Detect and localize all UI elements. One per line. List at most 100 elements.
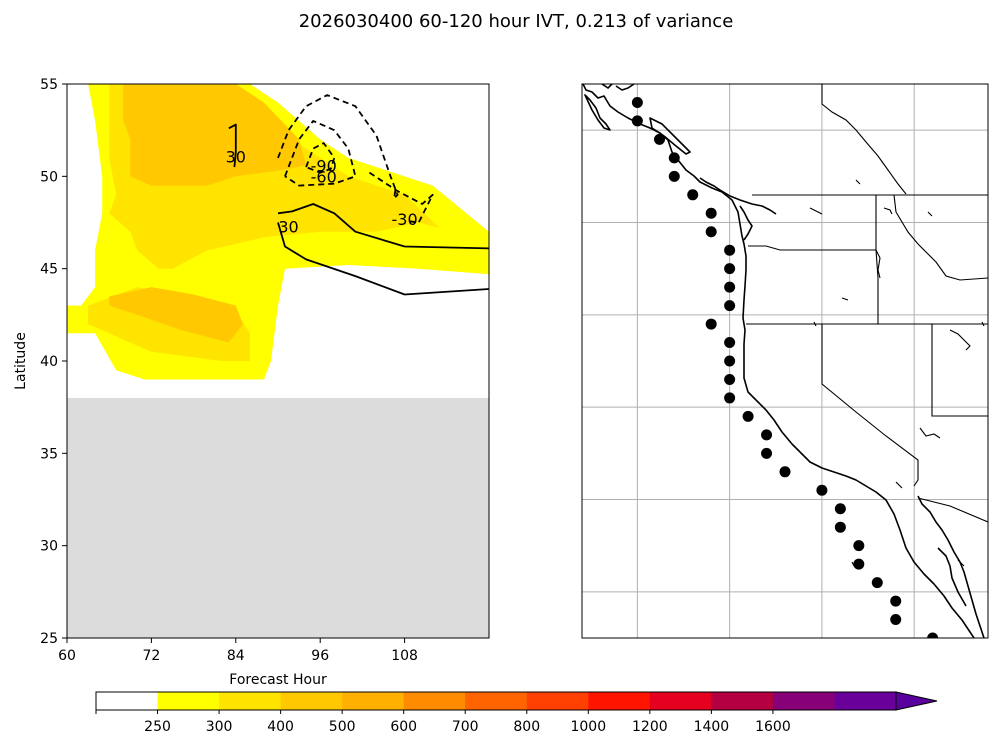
coastal-point-4 — [668, 170, 680, 182]
contour-pos30-4-0 — [228, 123, 237, 168]
coastal-point-30 — [927, 651, 938, 662]
contour-label-2: -60 — [311, 168, 337, 187]
ivt-fill-400-0 — [123, 84, 307, 186]
y-tick-label-50: 50 — [40, 169, 58, 185]
colorbar-tick-label-1200: 1200 — [632, 719, 668, 735]
y-tick-label-30: 30 — [40, 539, 58, 555]
haida-gwaii — [584, 94, 611, 131]
salton-colorado — [851, 427, 965, 567]
us-mexico-border — [917, 497, 988, 523]
map-frame — [581, 83, 989, 639]
coastal-point-28 — [890, 614, 902, 626]
coastal-point-29 — [927, 632, 939, 638]
coastal-point-2 — [654, 133, 666, 145]
coastal-point-18 — [761, 429, 773, 441]
or-wa-border — [748, 245, 881, 279]
lake-outline-2 — [813, 297, 985, 351]
colorbar-tick-label-1400: 1400 — [694, 719, 730, 735]
y-tick-label-55: 55 — [40, 77, 58, 93]
colorbar-segment-3 — [280, 692, 343, 710]
vancouver-island — [649, 117, 691, 155]
colorbar: 250 300 400 500 600 700 800 1000 1200 1400 1600 — [95, 691, 938, 735]
ca-nv-border — [821, 324, 919, 487]
y-tick-label-25: 25 — [40, 631, 58, 647]
colorbar-tick-label-600: 600 — [390, 719, 417, 735]
coastal-point-9 — [724, 263, 736, 275]
colorbar-tick-label-1600: 1600 — [755, 719, 791, 735]
coastal-point-1 — [631, 115, 643, 127]
coastal-point-12 — [705, 318, 717, 330]
coastal-point-10 — [724, 281, 736, 293]
coastal-point-24 — [853, 540, 865, 552]
coastal-point-25 — [853, 558, 865, 570]
coastal-point-22 — [834, 503, 846, 515]
x-tick-label-96: 96 — [311, 648, 329, 664]
colorbar-frame — [95, 691, 897, 711]
colorbar-tick-label-800: 800 — [513, 719, 540, 735]
colorbar-segment-7 — [526, 692, 589, 710]
ivt-fill-400-1 — [109, 287, 243, 343]
coastal-point-26 — [871, 577, 883, 589]
colorbar-segment-12 — [834, 692, 897, 710]
colorbar-segment-0 — [96, 692, 159, 710]
colorbar-segment-2 — [219, 692, 282, 710]
contour-pos30-4-1 — [277, 203, 489, 250]
bc-alberta-border — [821, 84, 907, 195]
y-axis-label: Latitude — [13, 332, 29, 390]
idaho-border — [875, 194, 988, 324]
contour-neg90-2-0 — [305, 142, 336, 174]
x-tick-label-72: 72 — [142, 648, 160, 664]
coastal-point-5 — [687, 189, 699, 201]
contour-label-4: 30 — [278, 218, 298, 237]
missing-data-region — [67, 397, 489, 638]
puget-sound — [739, 205, 753, 241]
map-coastlines — [582, 84, 985, 638]
contour-label-1: -90 — [311, 157, 337, 176]
coastal-point-0 — [631, 96, 643, 108]
x-axis-label: Forecast Hour — [229, 672, 327, 688]
coastal-point-13 — [724, 337, 736, 349]
coastal-point-21 — [816, 484, 828, 496]
contour-label-0: 30 — [226, 147, 246, 166]
coastal-point-15 — [724, 373, 736, 385]
colorbar-tick-label-250: 250 — [144, 719, 171, 735]
contour-pos30-4-2 — [277, 222, 489, 296]
contour-neg60-1-0 — [284, 120, 357, 187]
contour-label-3: -30 — [392, 210, 418, 229]
baja-coast — [917, 495, 985, 638]
coastal-point-3 — [668, 152, 680, 164]
colorbar-tick-label-500: 500 — [329, 719, 356, 735]
right-panel — [581, 83, 989, 662]
x-tick-label-84: 84 — [227, 648, 245, 664]
colorbar-segment-9 — [649, 692, 712, 710]
y-tick-label-35: 35 — [40, 446, 58, 462]
lake-outline-1 — [809, 179, 933, 217]
coastal-point-14 — [724, 355, 736, 367]
y-tick-label-40: 40 — [40, 354, 58, 370]
coastal-point-6 — [705, 207, 717, 219]
bc-inlets — [699, 177, 777, 215]
colorbar-tick-label-400: 400 — [267, 719, 294, 735]
nv-az-border — [931, 324, 988, 417]
colorbar-segment-4 — [342, 692, 405, 710]
gulf-coast — [937, 547, 967, 607]
x-tick-label-60: 60 — [58, 648, 76, 664]
colorbar-tick-label-1000: 1000 — [570, 719, 606, 735]
colorbar-segment-11 — [772, 692, 835, 710]
colorbar-segment-8 — [588, 692, 651, 710]
pacific-coastline — [582, 84, 975, 638]
colorbar-segment-1 — [157, 692, 220, 710]
colorbar-segment-5 — [403, 692, 466, 710]
colorbar-segment-10 — [711, 692, 774, 710]
map-borders — [746, 84, 988, 567]
coastal-point-17 — [742, 410, 754, 422]
colorbar-tick-label-700: 700 — [452, 719, 479, 735]
coastal-point-27 — [890, 595, 902, 607]
colorbar-extend-arrow — [895, 691, 938, 711]
colorbar-tick-label-300: 300 — [206, 719, 233, 735]
islands-north — [601, 84, 635, 91]
x-tick-label-108: 108 — [391, 648, 418, 664]
coastal-point-8 — [724, 244, 736, 256]
coastal-point-7 — [705, 226, 717, 238]
